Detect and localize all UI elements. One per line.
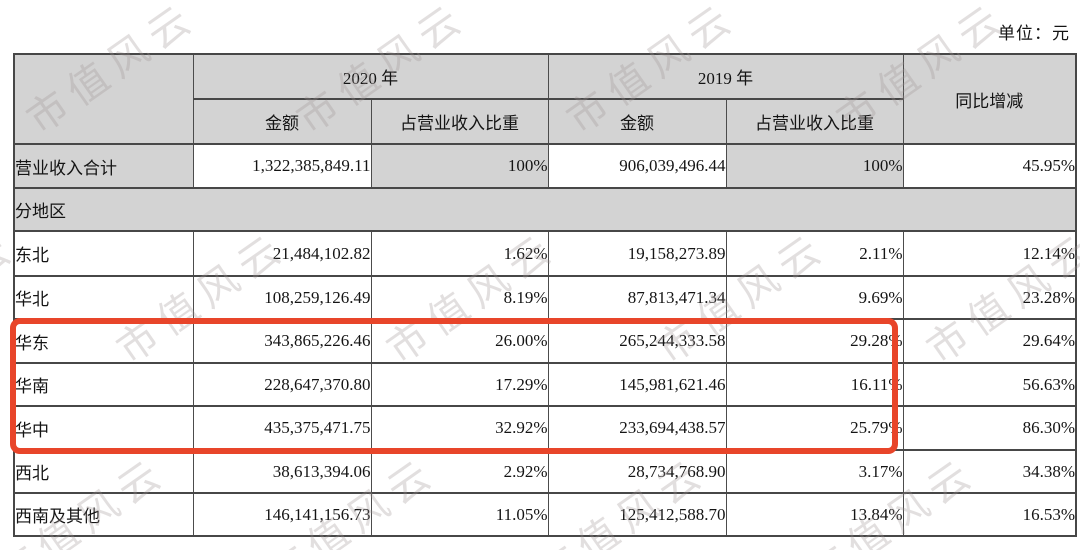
region-row-huazhong: 华中 435,375,471.75 32.92% 233,694,438.57 … bbox=[13, 405, 1077, 451]
region-name: 华南 bbox=[13, 362, 194, 407]
yoy: 12.14% bbox=[902, 230, 1077, 277]
share-2020: 17.29% bbox=[370, 362, 549, 407]
share-2019: 9.69% bbox=[725, 275, 904, 320]
yoy: 23.28% bbox=[902, 275, 1077, 320]
share-2019: 3.17% bbox=[725, 449, 904, 494]
amount-2019: 28,734,768.90 bbox=[547, 449, 727, 494]
region-name: 华东 bbox=[13, 318, 194, 364]
total-share-2020: 100% bbox=[370, 143, 549, 189]
region-name: 华中 bbox=[13, 405, 194, 451]
header-amount-2020: 金额 bbox=[192, 98, 372, 145]
region-row-dongbei: 东北 21,484,102.82 1.62% 19,158,273.89 2.1… bbox=[13, 230, 1077, 277]
share-2020: 1.62% bbox=[370, 230, 549, 277]
region-row-xinan-qita: 西南及其他 146,141,156.73 11.05% 125,412,588.… bbox=[13, 492, 1077, 537]
amount-2019: 19,158,273.89 bbox=[547, 230, 727, 277]
amount-2019: 87,813,471.34 bbox=[547, 275, 727, 320]
amount-2020: 146,141,156.73 bbox=[192, 492, 372, 537]
share-2020: 26.00% bbox=[370, 318, 549, 364]
region-name: 东北 bbox=[13, 230, 194, 277]
region-row-xibei: 西北 38,613,394.06 2.92% 28,734,768.90 3.1… bbox=[13, 449, 1077, 494]
region-name: 华北 bbox=[13, 275, 194, 320]
total-yoy: 45.95% bbox=[902, 143, 1077, 189]
amount-2019: 125,412,588.70 bbox=[547, 492, 727, 537]
total-row-label: 营业收入合计 bbox=[13, 143, 194, 189]
region-row-huanan: 华南 228,647,370.80 17.29% 145,981,621.46 … bbox=[13, 362, 1077, 407]
total-amount-2019: 906,039,496.44 bbox=[547, 143, 727, 189]
region-name: 西北 bbox=[13, 449, 194, 494]
region-row-huadong: 华东 343,865,226.46 26.00% 265,244,333.58 … bbox=[13, 318, 1077, 364]
amount-2020: 108,259,126.49 bbox=[192, 275, 372, 320]
region-row-huabei: 华北 108,259,126.49 8.19% 87,813,471.34 9.… bbox=[13, 275, 1077, 320]
share-2019: 13.84% bbox=[725, 492, 904, 537]
yoy: 86.30% bbox=[902, 405, 1077, 451]
amount-2019: 145,981,621.46 bbox=[547, 362, 727, 407]
share-2019: 29.28% bbox=[725, 318, 904, 364]
header-empty-cell bbox=[13, 53, 194, 145]
yoy: 16.53% bbox=[902, 492, 1077, 537]
amount-2019: 233,694,438.57 bbox=[547, 405, 727, 451]
amount-2020: 435,375,471.75 bbox=[192, 405, 372, 451]
amount-2019: 265,244,333.58 bbox=[547, 318, 727, 364]
amount-2020: 228,647,370.80 bbox=[192, 362, 372, 407]
share-2020: 32.92% bbox=[370, 405, 549, 451]
header-year-2020: 2020 年 bbox=[192, 53, 549, 100]
header-year-2019: 2019 年 bbox=[547, 53, 904, 100]
yoy: 29.64% bbox=[902, 318, 1077, 364]
total-amount-2020: 1,322,385,849.11 bbox=[192, 143, 372, 189]
total-share-2019: 100% bbox=[725, 143, 904, 189]
header-yoy: 同比增减 bbox=[902, 53, 1077, 145]
total-revenue-row: 营业收入合计 1,322,385,849.11 100% 906,039,496… bbox=[13, 143, 1077, 189]
header-row-metrics: 金额 占营业收入比重 金额 占营业收入比重 bbox=[14, 98, 1076, 145]
share-2020: 8.19% bbox=[370, 275, 549, 320]
unit-label: 单位：元 bbox=[998, 24, 1070, 43]
share-2020: 2.92% bbox=[370, 449, 549, 494]
region-name: 西南及其他 bbox=[13, 492, 194, 537]
amount-2020: 343,865,226.46 bbox=[192, 318, 372, 364]
share-2019: 2.11% bbox=[725, 230, 904, 277]
revenue-by-region-table: 2020 年 2019 年 同比增减 金额 占营业收入比重 金额 占营业收入比重… bbox=[13, 53, 1077, 537]
amount-2020: 38,613,394.06 bbox=[192, 449, 372, 494]
section-label: 分地区 bbox=[13, 187, 1077, 232]
header-share-2020: 占营业收入比重 bbox=[370, 98, 549, 145]
section-row: 分地区 bbox=[13, 187, 1077, 232]
header-row-years: 2020 年 2019 年 同比增减 bbox=[13, 53, 1077, 145]
header-share-2019: 占营业收入比重 bbox=[725, 98, 904, 145]
share-2020: 11.05% bbox=[370, 492, 549, 537]
amount-2020: 21,484,102.82 bbox=[192, 230, 372, 277]
yoy: 56.63% bbox=[902, 362, 1077, 407]
yoy: 34.38% bbox=[902, 449, 1077, 494]
share-2019: 16.11% bbox=[725, 362, 904, 407]
share-2019: 25.79% bbox=[725, 405, 904, 451]
header-amount-2019: 金额 bbox=[547, 98, 727, 145]
